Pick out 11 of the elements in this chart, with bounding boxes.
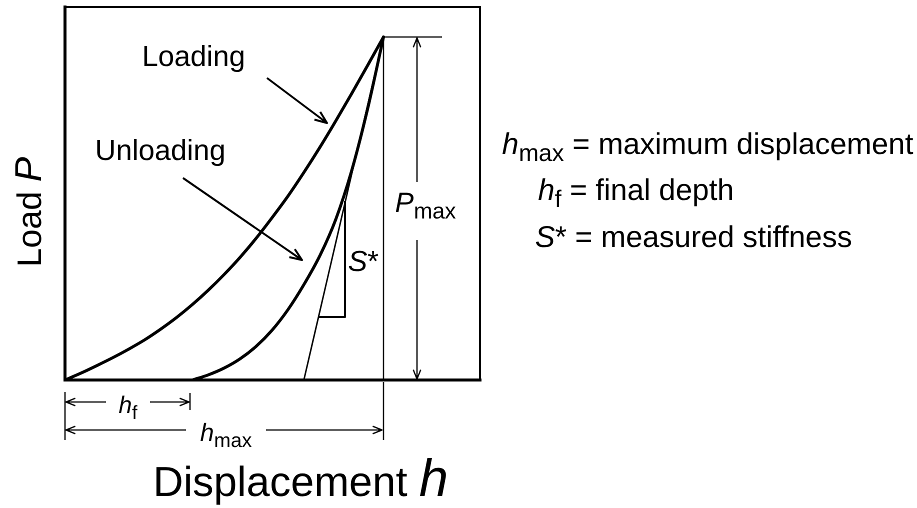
annotation: Unloading <box>95 135 226 167</box>
text: S* = measured stiffness <box>535 221 852 254</box>
text: h$_{max}$ = maximum displacement <box>502 128 914 168</box>
text: h$_{f}$ = final depth <box>538 174 734 214</box>
x-axis-title: Displacement h <box>153 449 448 508</box>
text: h$_{max}$ <box>200 419 252 452</box>
text: h$_{f}$ <box>118 392 138 424</box>
y-axis-title: Load P <box>7 156 49 268</box>
text: P$_{max}$ <box>395 187 456 224</box>
annotation: S* <box>348 246 379 278</box>
annotation: Loading <box>142 41 246 73</box>
